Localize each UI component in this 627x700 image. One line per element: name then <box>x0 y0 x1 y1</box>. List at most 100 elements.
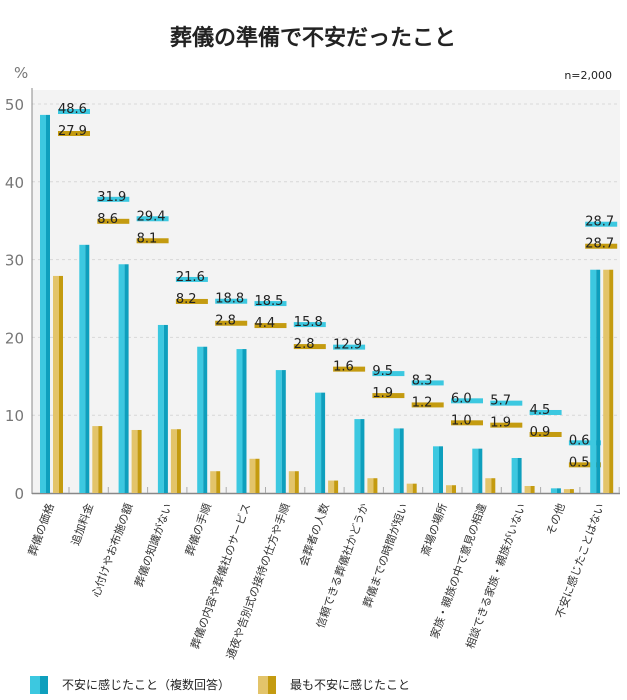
bar <box>472 448 479 493</box>
value-label-underline <box>58 109 90 114</box>
bar-shade <box>163 324 168 493</box>
value-label-underline <box>411 402 444 408</box>
y-tick-label: 30 <box>5 252 24 270</box>
value-label-underline <box>411 380 444 386</box>
bar <box>328 480 335 493</box>
value-label: 8.2 <box>176 292 197 307</box>
value-label-underline <box>58 131 90 136</box>
bar-shade <box>242 349 247 493</box>
y-tick-label: 20 <box>5 329 24 347</box>
value-label: 48.6 <box>58 102 87 117</box>
value-label: 0.9 <box>530 425 551 440</box>
value-label-underline <box>451 420 483 426</box>
bar <box>406 483 413 493</box>
bar <box>603 269 610 493</box>
category-label: その他 <box>544 502 568 537</box>
bar-shade <box>124 264 129 493</box>
bar-shade <box>321 392 326 493</box>
bar-shade <box>176 429 181 493</box>
bar-shade <box>360 419 365 493</box>
value-label-underline <box>175 298 208 304</box>
bar <box>79 244 86 493</box>
bar-shade <box>85 244 90 493</box>
value-label: 4.4 <box>255 316 276 331</box>
sample-size-note: n=2,000 <box>564 69 612 82</box>
bar <box>131 429 138 493</box>
value-label: 28.7 <box>585 215 614 230</box>
value-label-underline <box>333 366 366 372</box>
bar <box>210 471 217 493</box>
bar <box>550 488 557 493</box>
legend-swatch-multiple-shade <box>40 676 48 694</box>
value-label-underline <box>97 218 130 224</box>
value-label-underline <box>490 400 523 406</box>
bar-shade <box>373 478 378 493</box>
value-label: 8.3 <box>412 373 433 388</box>
value-label-underline <box>372 371 405 377</box>
value-label-underline <box>490 422 523 428</box>
bar-shade <box>439 446 443 493</box>
bar <box>236 349 243 493</box>
value-label: 2.8 <box>294 337 315 352</box>
bar-shade <box>556 488 561 493</box>
bar <box>485 478 492 493</box>
legend-swatch-most-shade <box>268 676 276 694</box>
value-label: 1.6 <box>333 360 354 375</box>
value-label: 27.9 <box>58 124 87 139</box>
bar <box>157 324 164 493</box>
bar-shade <box>334 480 339 493</box>
value-label: 12.9 <box>333 338 362 353</box>
value-label-underline <box>585 221 618 227</box>
category-label: 葬儀の手順 <box>182 501 214 557</box>
bar <box>92 426 99 493</box>
value-label-underline <box>529 431 562 437</box>
bar <box>563 489 570 493</box>
bar-shade <box>478 448 483 493</box>
bar-shade <box>294 471 299 493</box>
value-label: 31.9 <box>97 190 126 205</box>
value-label-underline <box>254 323 287 329</box>
bar-shade <box>203 346 208 493</box>
bar <box>446 485 452 493</box>
y-tick-label: 0 <box>14 485 24 503</box>
bar <box>275 370 282 493</box>
value-label: 1.0 <box>451 413 472 428</box>
bar <box>288 471 295 493</box>
bar-shade <box>609 269 614 493</box>
value-label: 1.9 <box>372 386 393 401</box>
value-label-underline <box>136 238 169 244</box>
bar-shade <box>216 471 221 493</box>
value-label: 15.8 <box>294 315 323 330</box>
bar <box>433 446 439 493</box>
value-label-underline <box>136 216 169 222</box>
bar-shade <box>46 114 50 493</box>
bar-shade <box>399 428 404 493</box>
legend-label-most: 最も不安に感じたこと <box>290 677 410 692</box>
value-label: 9.5 <box>372 364 393 379</box>
value-label: 6.0 <box>451 391 472 406</box>
category-label: 葬儀の知識がない <box>131 501 174 588</box>
value-label-underline <box>215 298 248 304</box>
bar-shade <box>98 426 103 493</box>
legend-label-multiple: 不安に感じたこと（複数回答） <box>62 677 230 692</box>
legend-swatch-multiple <box>30 676 40 694</box>
bar-shade <box>255 458 260 493</box>
bar <box>354 419 361 493</box>
value-label: 5.7 <box>490 394 511 409</box>
bar-shade <box>412 483 417 493</box>
value-label-underline <box>568 462 601 468</box>
category-label: 斎場の場所 <box>418 501 450 557</box>
bar <box>249 458 256 493</box>
bar <box>315 392 322 493</box>
value-label: 0.6 <box>569 433 590 448</box>
legend-swatch-most <box>258 676 268 694</box>
bar <box>590 269 597 493</box>
bar <box>524 485 531 493</box>
value-label: 21.6 <box>176 270 205 285</box>
bar-shade <box>491 478 496 493</box>
value-label: 2.8 <box>215 314 236 329</box>
bar <box>393 428 400 493</box>
value-label: 18.5 <box>255 294 284 309</box>
value-label: 0.5 <box>569 455 590 470</box>
